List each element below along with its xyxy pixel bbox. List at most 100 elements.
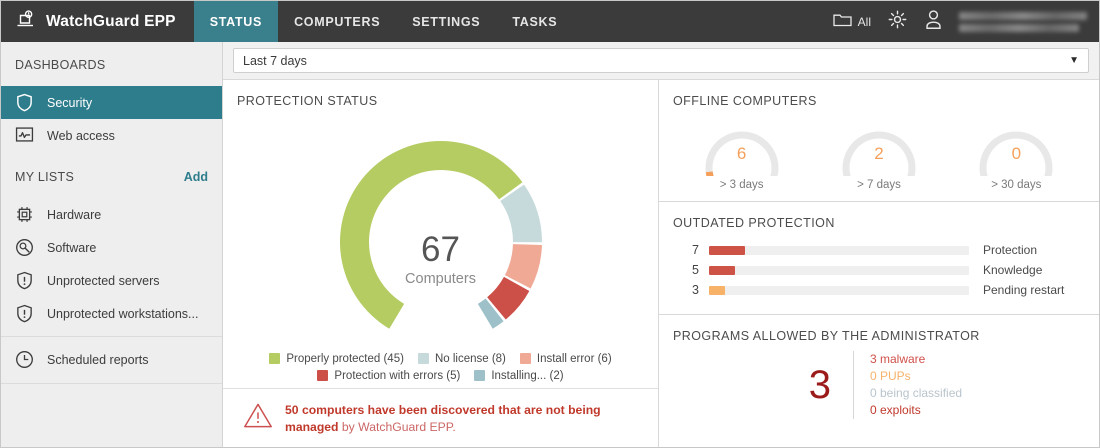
panels: PROTECTION STATUS 67 Computers Properly … bbox=[223, 80, 1099, 447]
bar-fill bbox=[709, 265, 735, 275]
sidebar-lists-header: MY LISTS Add bbox=[1, 152, 222, 198]
warning-text-bold: 50 computers have been discovered that a… bbox=[285, 402, 601, 435]
disc-search-icon bbox=[15, 238, 34, 257]
offline-computers-gauges: 6 > 3 days 2 > 7 days 0 > 30 days bbox=[659, 108, 1099, 201]
add-list-link[interactable]: Add bbox=[183, 170, 208, 184]
sidebar-item-label: Scheduled reports bbox=[47, 352, 149, 367]
donut-segment[interactable] bbox=[486, 276, 529, 320]
legend-item[interactable]: No license (8) bbox=[417, 353, 506, 365]
panel-title: PROGRAMS ALLOWED BY THE ADMINISTRATOR bbox=[673, 329, 980, 343]
brand-title: WatchGuard EPP bbox=[46, 12, 176, 30]
outdated-bar-row[interactable]: 3 Pending restart bbox=[673, 280, 1085, 300]
offline-computers-panel: OFFLINE COMPUTERS 6 > 3 days 2 > 7 days 0 > 3… bbox=[659, 80, 1099, 202]
top-header: WatchGuard EPP STATUS COMPUTERS SETTINGS… bbox=[1, 1, 1099, 42]
legend-swatch bbox=[317, 370, 329, 382]
panel-title: OUTDATED PROTECTION bbox=[673, 216, 835, 230]
donut-segment[interactable] bbox=[504, 244, 542, 289]
sidebar-item-label: Unprotected workstations... bbox=[47, 306, 199, 321]
programs-allowed-panel: PROGRAMS ALLOWED BY THE ADMINISTRATOR 3 … bbox=[659, 315, 1099, 433]
offline-gauge[interactable]: 0 > 30 days bbox=[956, 120, 1076, 191]
gear-icon[interactable] bbox=[887, 9, 908, 35]
legend-item[interactable]: Installing... (2) bbox=[474, 369, 564, 382]
sidebar: DASHBOARDS Security Web access bbox=[1, 42, 223, 447]
programs-allowed-total: 3 bbox=[808, 363, 831, 408]
legend-swatch bbox=[519, 353, 531, 365]
nav-item-tasks[interactable]: TASKS bbox=[512, 14, 558, 29]
bar-label: Pending restart bbox=[983, 283, 1065, 297]
gauge-svg bbox=[842, 131, 916, 176]
body: DASHBOARDS Security Web access bbox=[1, 42, 1099, 447]
gauge-value: 0 bbox=[1011, 144, 1022, 163]
protection-status-legend: Properly protected (45) No license (8) Ins… bbox=[223, 353, 658, 388]
gauge-value: 6 bbox=[736, 144, 747, 163]
donut-segment[interactable] bbox=[499, 184, 542, 243]
date-range-value: Last 7 days bbox=[243, 53, 307, 68]
activity-monitor-icon bbox=[15, 126, 34, 145]
shield-alert-icon bbox=[15, 271, 34, 290]
gauge-label: > 7 days bbox=[857, 179, 901, 191]
outdated-bar-row[interactable]: 7 Protection bbox=[673, 240, 1085, 260]
programs-allowed-item[interactable]: 0 being classified bbox=[870, 386, 963, 401]
unmanaged-computers-warning: 50 computers have been discovered that a… bbox=[223, 387, 658, 447]
bar-value: 7 bbox=[692, 243, 699, 257]
header-right: All bbox=[833, 1, 1099, 42]
warning-text[interactable]: 50 computers have been discovered that a… bbox=[285, 402, 638, 437]
donut-segment[interactable] bbox=[477, 298, 504, 329]
programs-allowed-content: 3 3 malware 0 PUPs 0 being classified 0 exp… bbox=[659, 343, 1099, 433]
programs-allowed-item[interactable]: 0 PUPs bbox=[870, 369, 911, 384]
nav-item-settings[interactable]: SETTINGS bbox=[412, 14, 481, 29]
donut-segment[interactable] bbox=[339, 140, 522, 329]
sidebar-item-web-access[interactable]: Web access bbox=[1, 119, 222, 152]
sidebar-item-unprotected-servers[interactable]: Unprotected servers bbox=[1, 264, 222, 297]
sidebar-item-label: Hardware bbox=[47, 207, 102, 222]
nav-item-computers[interactable]: COMPUTERS bbox=[294, 14, 381, 29]
gauge-track bbox=[979, 131, 1053, 176]
sidebar-item-security[interactable]: Security bbox=[1, 86, 222, 119]
protection-status-panel: PROTECTION STATUS 67 Computers Properly … bbox=[223, 80, 659, 447]
shield-alert-icon bbox=[15, 304, 34, 323]
programs-allowed-item[interactable]: 0 exploits bbox=[870, 403, 921, 418]
bar-label: Protection bbox=[983, 243, 1038, 257]
date-range-select[interactable]: Last 7 days ▼ bbox=[233, 48, 1089, 73]
offline-gauge[interactable]: 2 > 7 days bbox=[819, 120, 939, 191]
bar-value: 5 bbox=[692, 263, 699, 277]
sidebar-divider bbox=[1, 336, 222, 337]
nav-item-status[interactable]: STATUS bbox=[193, 1, 279, 42]
panel-title: PROTECTION STATUS bbox=[237, 94, 378, 108]
account-name-redacted bbox=[959, 11, 1087, 20]
donut-svg bbox=[339, 140, 542, 329]
protection-status-donut[interactable]: 67 Computers bbox=[331, 134, 551, 334]
sidebar-item-scheduled-reports[interactable]: Scheduled reports bbox=[1, 343, 222, 376]
programs-allowed-item[interactable]: 3 malware bbox=[870, 352, 926, 366]
sidebar-item-label: Unprotected servers bbox=[47, 273, 160, 288]
legend-item[interactable]: Properly protected (45) bbox=[269, 353, 404, 365]
gauge-fill bbox=[705, 171, 714, 176]
cpu-chip-icon bbox=[15, 205, 34, 224]
scope-selector[interactable]: All bbox=[833, 12, 871, 32]
main-content: Last 7 days ▼ PROTECTION STATUS 67 Compu… bbox=[223, 42, 1099, 447]
offline-gauge[interactable]: 6 > 3 days bbox=[682, 120, 802, 191]
gauge-svg bbox=[979, 131, 1053, 176]
outdated-bar-row[interactable]: 5 Knowledge bbox=[673, 260, 1085, 280]
bar-fill bbox=[709, 245, 746, 255]
clock-icon bbox=[15, 350, 34, 369]
user-icon[interactable] bbox=[924, 9, 943, 35]
legend-label: Installing... (2) bbox=[491, 369, 564, 382]
legend-swatch bbox=[474, 370, 486, 382]
legend-item[interactable]: Protection with errors (5) bbox=[317, 370, 460, 382]
sidebar-item-unprotected-workstations[interactable]: Unprotected workstations... bbox=[1, 297, 222, 330]
filter-bar: Last 7 days ▼ bbox=[223, 42, 1099, 80]
user-account-info[interactable] bbox=[959, 11, 1087, 32]
sidebar-item-label: Web access bbox=[47, 128, 115, 143]
laptop-shield-icon bbox=[15, 9, 37, 34]
gauge-label: > 30 days bbox=[991, 179, 1042, 191]
warning-triangle-icon bbox=[243, 402, 273, 434]
gauge-svg bbox=[705, 131, 779, 176]
sidebar-item-software[interactable]: Software bbox=[1, 231, 222, 264]
gauge-value: 2 bbox=[874, 144, 884, 163]
legend-label: Properly protected (45) bbox=[286, 352, 404, 365]
legend-item[interactable]: Install error (6) bbox=[519, 353, 612, 365]
sidebar-item-hardware[interactable]: Hardware bbox=[1, 198, 222, 231]
bar-track bbox=[709, 245, 969, 255]
